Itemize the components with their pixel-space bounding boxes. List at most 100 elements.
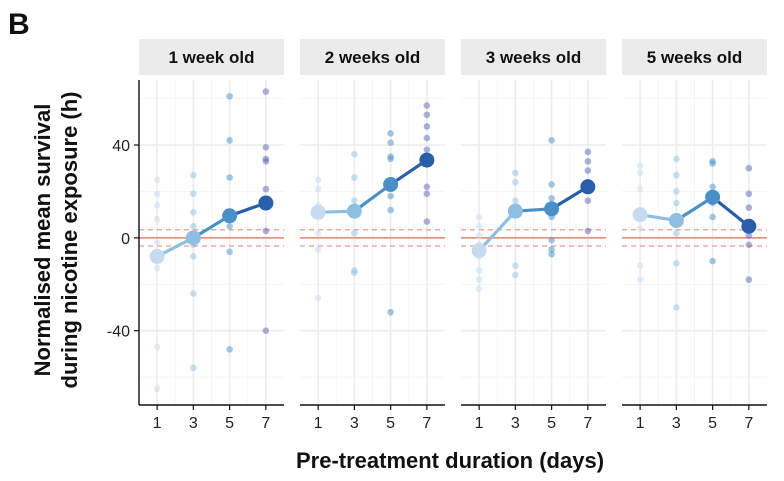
raw-data-point (512, 178, 519, 186)
raw-data-point (190, 364, 197, 372)
raw-data-point (475, 213, 483, 221)
mean-data-point (419, 152, 435, 168)
raw-data-point (636, 162, 644, 170)
raw-data-point (226, 222, 233, 230)
raw-data-point (475, 267, 483, 274)
raw-data-point (475, 222, 483, 230)
facet-strip (622, 39, 767, 75)
raw-data-point (190, 253, 197, 260)
raw-data-point (226, 137, 233, 144)
x-tick-label: 5 (225, 415, 234, 432)
raw-data-point (153, 202, 161, 209)
raw-data-point (636, 262, 644, 270)
raw-data-point (190, 209, 197, 216)
raw-data-point (745, 204, 753, 211)
y-tick-label: 0 (121, 231, 130, 248)
raw-data-point (314, 294, 322, 302)
raw-data-point (262, 227, 270, 235)
raw-data-point (423, 183, 431, 191)
raw-data-point (584, 148, 592, 156)
raw-data-point (262, 157, 270, 165)
raw-data-point (387, 206, 394, 214)
raw-data-point (584, 227, 592, 235)
raw-data-point (153, 385, 161, 393)
x-tick-label: 7 (583, 415, 592, 432)
mean-data-point (580, 179, 596, 195)
raw-data-point (512, 169, 519, 177)
raw-data-point (584, 157, 592, 165)
raw-data-point (262, 327, 270, 335)
raw-data-point (512, 271, 519, 279)
mean-line-segment (477, 209, 517, 253)
raw-data-point (262, 144, 270, 151)
raw-data-point (673, 260, 680, 267)
mean-data-point (310, 204, 326, 220)
raw-data-point (745, 164, 753, 172)
facet-strip (139, 39, 284, 75)
raw-data-point (387, 139, 394, 146)
raw-data-point (636, 185, 644, 193)
raw-data-point (709, 183, 716, 191)
raw-data-point (636, 169, 644, 177)
raw-data-point (673, 229, 680, 237)
mean-data-point (632, 207, 648, 223)
raw-data-point (226, 92, 233, 100)
raw-data-point (226, 345, 233, 353)
mean-data-point (741, 218, 757, 234)
raw-data-point (673, 188, 680, 195)
facet-1: 1 week old 1 3 5 7 (139, 39, 284, 432)
raw-data-point (673, 155, 680, 163)
x-tick-label: 1 (475, 415, 484, 432)
y-axis: -40 0 40 (107, 80, 140, 405)
raw-data-point (745, 276, 753, 283)
facet-label: 5 weeks old (647, 48, 742, 67)
x-tick-label: 3 (350, 415, 359, 432)
facet-3: 3 weeks old 1 3 5 7 (461, 39, 606, 432)
y-tick-label: -40 (107, 324, 130, 341)
mean-line-segment (711, 195, 751, 228)
raw-data-point (262, 88, 270, 95)
raw-data-point (548, 236, 555, 244)
x-tick-label: 7 (744, 415, 753, 432)
raw-data-point (314, 229, 322, 237)
raw-data-point (262, 185, 270, 193)
raw-data-point (512, 262, 519, 270)
x-tick-label: 1 (636, 415, 645, 432)
mean-line-segment (352, 182, 393, 213)
raw-data-point (548, 195, 555, 202)
x-tick-label: 5 (547, 415, 556, 432)
raw-data-point (423, 190, 431, 198)
mean-data-point (544, 201, 560, 217)
mean-data-point (383, 176, 399, 192)
x-tick-label: 1 (314, 415, 323, 432)
x-tick-label: 3 (511, 415, 520, 432)
mean-data-point (258, 195, 274, 211)
mean-data-point (222, 208, 238, 224)
raw-data-point (153, 343, 161, 351)
facet-label: 2 weeks old (325, 48, 420, 67)
raw-data-point (709, 160, 716, 167)
raw-data-point (548, 137, 555, 144)
raw-data-point (314, 185, 322, 193)
raw-data-point (745, 241, 753, 249)
y-axis-title-line1: Normalised mean survival (30, 104, 55, 377)
raw-data-point (351, 269, 358, 276)
raw-data-point (153, 190, 161, 198)
raw-data-point (190, 190, 197, 198)
facet-label: 3 weeks old (486, 48, 581, 67)
raw-data-point (153, 264, 161, 272)
x-tick-label: 1 (153, 415, 162, 432)
raw-data-point (548, 246, 555, 253)
raw-data-point (709, 257, 716, 265)
facet-strip (300, 39, 445, 75)
raw-data-point (387, 130, 394, 137)
raw-data-point (190, 171, 197, 179)
raw-data-point (351, 197, 358, 205)
raw-data-point (423, 123, 431, 130)
x-tick-label: 5 (386, 415, 395, 432)
raw-data-point (190, 290, 197, 297)
facet-strip (461, 39, 606, 75)
raw-data-point (423, 111, 431, 119)
